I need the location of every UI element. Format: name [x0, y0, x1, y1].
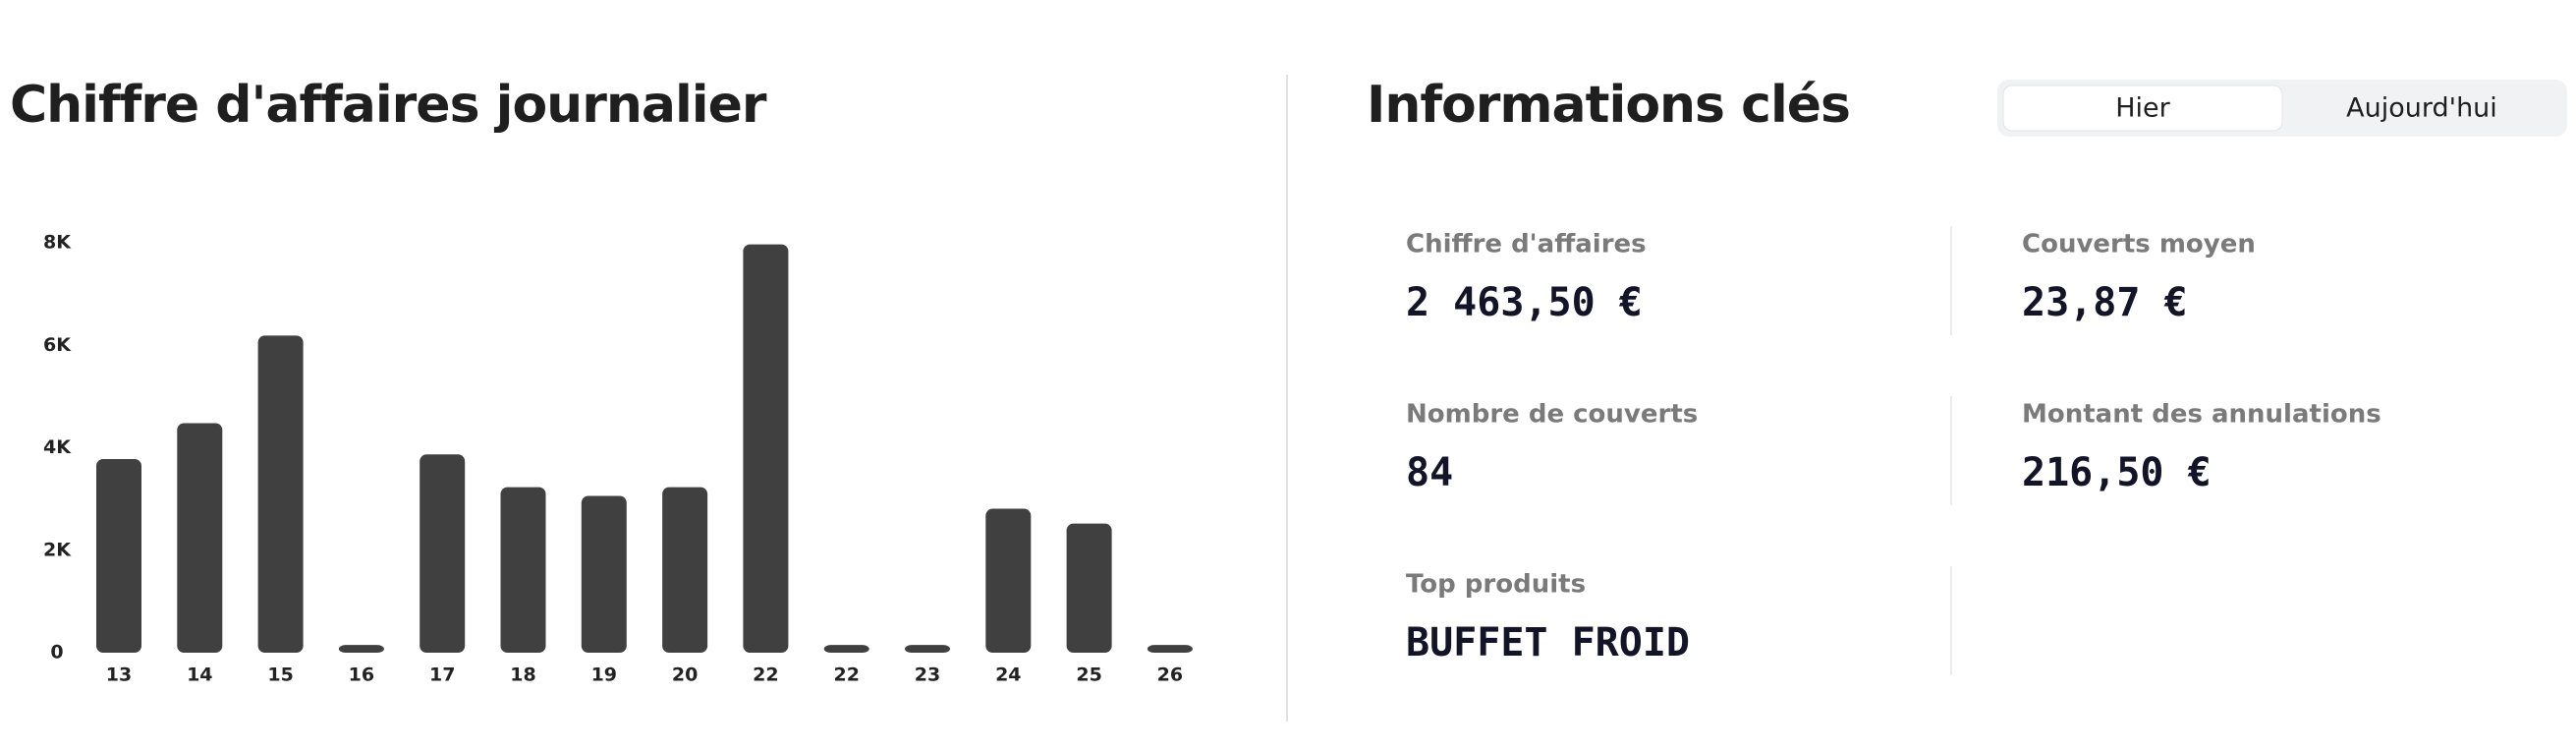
info-title: Informations clés — [1367, 76, 1850, 135]
info-value: BUFFET FROID — [1406, 620, 1690, 665]
x-tick-label: 22 — [753, 664, 778, 686]
x-tick-label: 23 — [915, 664, 940, 686]
info-value: 2 463,50 € — [1406, 280, 1643, 325]
bar — [1147, 645, 1193, 653]
y-tick-label: 2K — [43, 539, 72, 560]
tab[interactable]: Aujourd'hui — [2346, 93, 2497, 124]
tab[interactable]: Hier — [2115, 93, 2170, 124]
info-label: Top produits — [1406, 570, 1586, 600]
info-label: Montant des annulations — [2022, 400, 2381, 430]
y-tick-label: 0 — [50, 642, 63, 664]
x-tick-label: 18 — [510, 664, 535, 686]
chart-title: Chiffre d'affaires journalier — [10, 76, 767, 135]
x-tick-label: 20 — [672, 664, 698, 686]
info-label: Couverts moyen — [2022, 230, 2256, 260]
bar — [177, 423, 223, 653]
tab-active[interactable] — [2002, 85, 2283, 132]
bar — [96, 458, 141, 653]
info-label: Chiffre d'affaires — [1406, 230, 1647, 260]
bar — [1066, 523, 1112, 653]
x-tick-label: 16 — [349, 664, 374, 686]
y-tick-label: 4K — [43, 436, 72, 458]
info-value: 216,50 € — [2022, 450, 2212, 495]
info-label: Nombre de couverts — [1406, 400, 1698, 430]
bar — [257, 335, 304, 653]
x-tick-label: 22 — [833, 664, 859, 686]
info-value: 23,87 € — [2022, 280, 2188, 325]
x-tick-label: 25 — [1076, 664, 1101, 686]
x-tick-label: 26 — [1157, 664, 1183, 686]
info-value: 84 — [1406, 450, 1453, 495]
bar — [985, 508, 1032, 653]
bar — [823, 645, 869, 653]
y-tick-label: 6K — [43, 334, 72, 356]
bar — [500, 487, 546, 653]
bar — [581, 495, 627, 653]
bar — [338, 645, 384, 653]
bar — [662, 487, 708, 653]
x-tick-label: 13 — [106, 664, 132, 686]
bar — [905, 645, 950, 653]
y-tick-label: 8K — [43, 232, 72, 254]
x-tick-label: 24 — [995, 664, 1021, 686]
x-tick-label: 15 — [267, 664, 293, 686]
x-tick-label: 14 — [187, 664, 212, 686]
bar — [743, 244, 789, 653]
x-tick-label: 17 — [429, 664, 455, 686]
bar — [420, 454, 466, 653]
x-tick-label: 19 — [591, 664, 617, 686]
